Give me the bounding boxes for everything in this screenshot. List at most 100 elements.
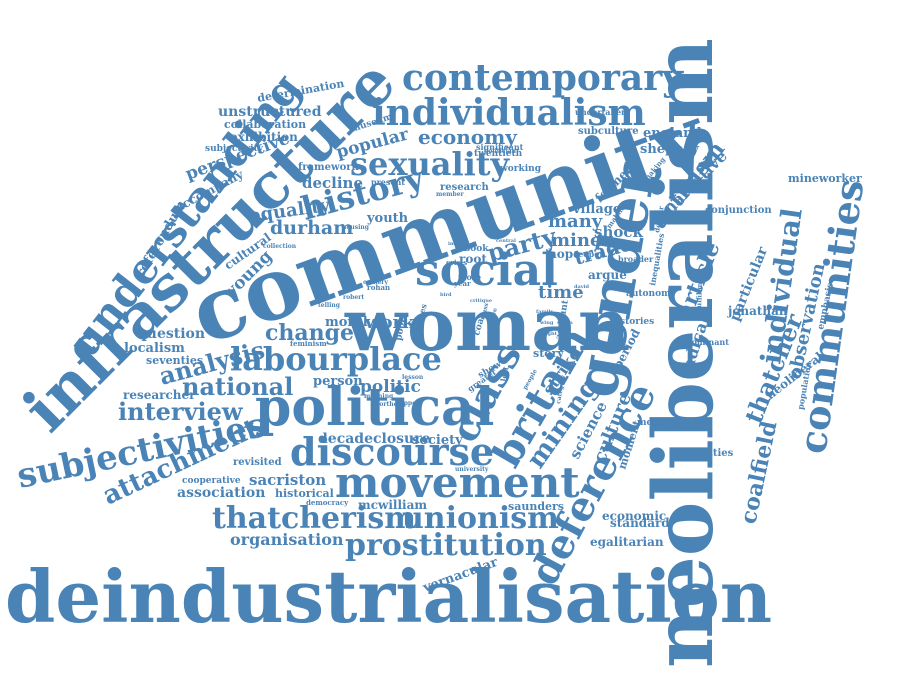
word: research [440, 182, 489, 193]
word: unstructured [218, 104, 322, 120]
word: modern [637, 418, 676, 428]
word: interview [118, 397, 244, 426]
word: sacriston [249, 471, 326, 489]
word: woman [344, 282, 630, 367]
word: argue [588, 268, 627, 282]
word: autonomy [626, 289, 677, 299]
word: decadeclosure [318, 431, 431, 447]
word: meaning [364, 393, 394, 400]
word: mass [479, 302, 490, 321]
word: egalitarian [590, 535, 664, 549]
word: vernon [597, 239, 625, 248]
word: identities [680, 448, 734, 459]
word: framework [298, 162, 360, 173]
word: year [453, 279, 471, 288]
word: feminism [290, 339, 327, 348]
word: mineworker [788, 172, 862, 185]
word: democracy [306, 498, 349, 507]
word: subjectivity [205, 144, 264, 154]
word: discourse [290, 429, 494, 474]
word: idea [534, 328, 543, 343]
word: wing [539, 320, 554, 326]
word: national [182, 372, 293, 401]
word: story [533, 347, 564, 360]
word: moral [325, 315, 368, 330]
word: social [415, 245, 558, 296]
word: david [574, 284, 590, 290]
word: durham [270, 217, 353, 239]
word: historical [275, 487, 334, 500]
word: youth [366, 211, 409, 226]
word: politician [484, 148, 517, 155]
word: housing [342, 224, 370, 231]
word: mcwilliam [358, 498, 427, 512]
word: more [458, 272, 481, 282]
word: exhibition [230, 130, 298, 144]
word: prostitution [345, 528, 547, 563]
word: subculture [578, 126, 639, 137]
word: seventies [146, 354, 203, 367]
word: twentieth [474, 149, 523, 159]
word: researcher [123, 388, 196, 402]
word: society [412, 433, 463, 448]
word: significant [476, 142, 524, 152]
word: stories [620, 317, 654, 327]
word: movement [335, 458, 580, 507]
word: right [543, 331, 558, 337]
word: present [371, 177, 405, 187]
word: northern [375, 401, 406, 408]
word: association [177, 485, 265, 501]
word: shock [594, 223, 643, 241]
word: work [364, 312, 415, 333]
word: crisis [446, 258, 467, 267]
word: time [538, 282, 584, 303]
word: neoliberalism [636, 38, 732, 668]
word: stalin [557, 320, 573, 326]
word: decline [302, 174, 363, 192]
word: hope [548, 247, 581, 261]
word: politic [360, 377, 421, 397]
word: contemporary [402, 57, 684, 99]
word: lesson [402, 374, 424, 381]
word: working [499, 164, 542, 174]
word: colliery [363, 279, 388, 286]
word: unionism [402, 501, 559, 536]
word: thatcherism [212, 501, 416, 536]
word: localism [124, 341, 185, 356]
word: sexuality [350, 145, 511, 183]
word: coalfield [735, 419, 782, 527]
word: political [255, 377, 494, 438]
word: root [459, 252, 487, 266]
word: individualism [372, 92, 646, 134]
word: collection [263, 243, 297, 250]
word: deindustrialisation [5, 554, 772, 639]
word: robert [343, 294, 364, 301]
word: book [464, 244, 489, 254]
word: organisation [230, 530, 344, 549]
word: labourplace [230, 340, 442, 378]
word: rohan [367, 283, 390, 292]
word: question [137, 326, 205, 342]
word: collaboration [224, 118, 306, 131]
word: reopen [574, 249, 605, 259]
word: person [313, 374, 363, 389]
word: university [455, 466, 489, 473]
word: image [448, 241, 465, 247]
word: economic [602, 509, 666, 523]
word: critique [470, 298, 492, 304]
word: undertaken [575, 107, 627, 117]
word: fulfillment [694, 269, 704, 311]
word: dominant [686, 337, 729, 347]
word: conjunction [705, 205, 772, 216]
word: many [548, 211, 603, 232]
word: broader [618, 254, 654, 264]
word: revisited [233, 457, 282, 468]
word: central [496, 238, 516, 244]
word: family [536, 309, 554, 315]
word: live [489, 307, 499, 320]
word: saunders [508, 500, 564, 513]
word: cooperative [182, 476, 241, 486]
word: standard [610, 516, 670, 530]
